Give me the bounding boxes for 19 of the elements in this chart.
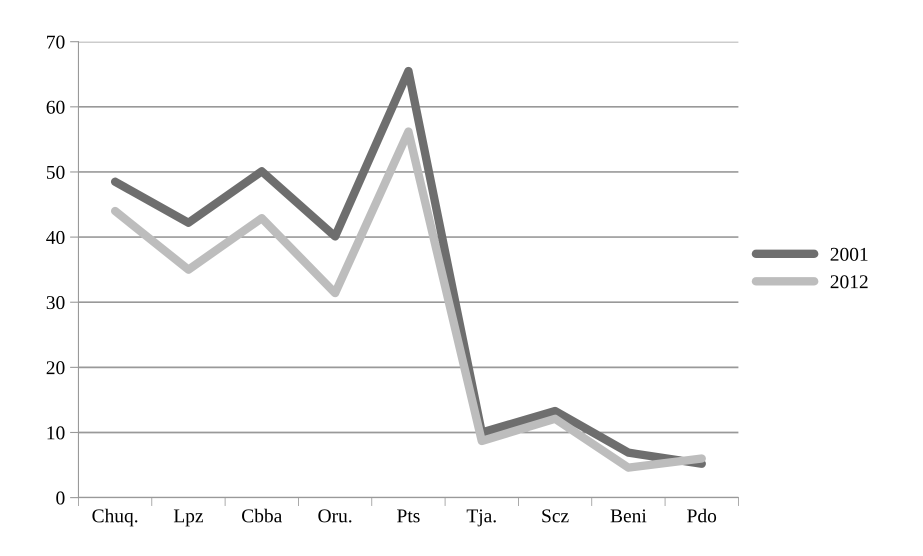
- x-tick-label: Tja.: [466, 509, 496, 526]
- y-tick-label: 30: [46, 296, 65, 310]
- y-tick-label: 10: [48, 426, 65, 440]
- y-tick-label: 20: [46, 361, 65, 374]
- x-tick-label: Pdo: [687, 508, 716, 522]
- y-tick-label: 60: [46, 100, 65, 114]
- x-tick-label: Cbba: [242, 508, 282, 522]
- y-tick-label: 70: [47, 36, 65, 49]
- x-tick-label: Scz: [542, 509, 569, 522]
- legend-label: 2012: [830, 275, 868, 288]
- y-tick-label: 0: [56, 491, 65, 505]
- y-tick-label: 50: [46, 166, 65, 179]
- x-tick-label: Lpz: [174, 509, 204, 526]
- y-tick-label: 40: [46, 230, 65, 244]
- legend-label: 2001: [830, 248, 868, 261]
- x-tick-label: Oru.: [318, 509, 352, 522]
- x-tick-label: Pts: [397, 509, 420, 522]
- x-tick-label: Beni: [610, 509, 646, 522]
- x-tick-label: Chuq.: [92, 508, 138, 526]
